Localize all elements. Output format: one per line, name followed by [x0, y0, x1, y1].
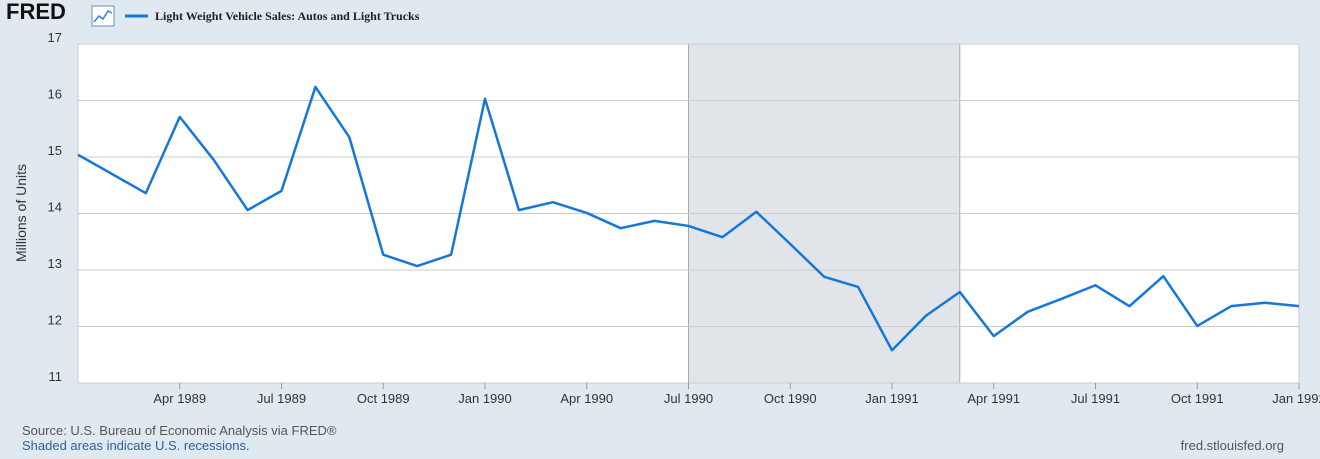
- y-tick-label: 12: [48, 313, 62, 328]
- x-tick-label: Oct 1989: [357, 391, 410, 406]
- y-tick-label: 17: [48, 30, 62, 45]
- recession-note: Shaded areas indicate U.S. recessions.: [22, 438, 250, 453]
- line-series: [77, 85, 1300, 352]
- y-tick-label: 15: [48, 143, 62, 158]
- x-tick-label: Jul 1990: [664, 391, 713, 406]
- x-tick-label: Oct 1990: [764, 391, 817, 406]
- y-axis-label: Millions of Units: [13, 164, 29, 262]
- legend-label: Light Weight Vehicle Sales: Autos and Li…: [155, 9, 420, 23]
- site: fred.stlouisfed.org: [1181, 438, 1284, 453]
- logo-icon: [91, 5, 115, 27]
- y-tick-label: 13: [48, 256, 62, 271]
- x-tick-label: Apr 1991: [967, 391, 1020, 406]
- y-tick-label: 11: [49, 369, 63, 384]
- logo: FRED: [6, 0, 66, 24]
- x-tick-label: Jan 1992: [1272, 391, 1320, 406]
- y-tick-label: 14: [48, 200, 62, 215]
- x-tick-label: Jul 1989: [257, 391, 306, 406]
- x-tick-label: Jul 1991: [1071, 391, 1120, 406]
- x-tick-label: Apr 1989: [153, 391, 206, 406]
- x-tick-label: Apr 1990: [560, 391, 613, 406]
- source: Source: U.S. Bureau of Economic Analysis…: [22, 423, 337, 438]
- x-tick-label: Jan 1990: [458, 391, 512, 406]
- x-tick-label: Oct 1991: [1171, 391, 1224, 406]
- x-tick-label: Jan 1991: [865, 391, 919, 406]
- y-tick-label: 16: [48, 87, 62, 102]
